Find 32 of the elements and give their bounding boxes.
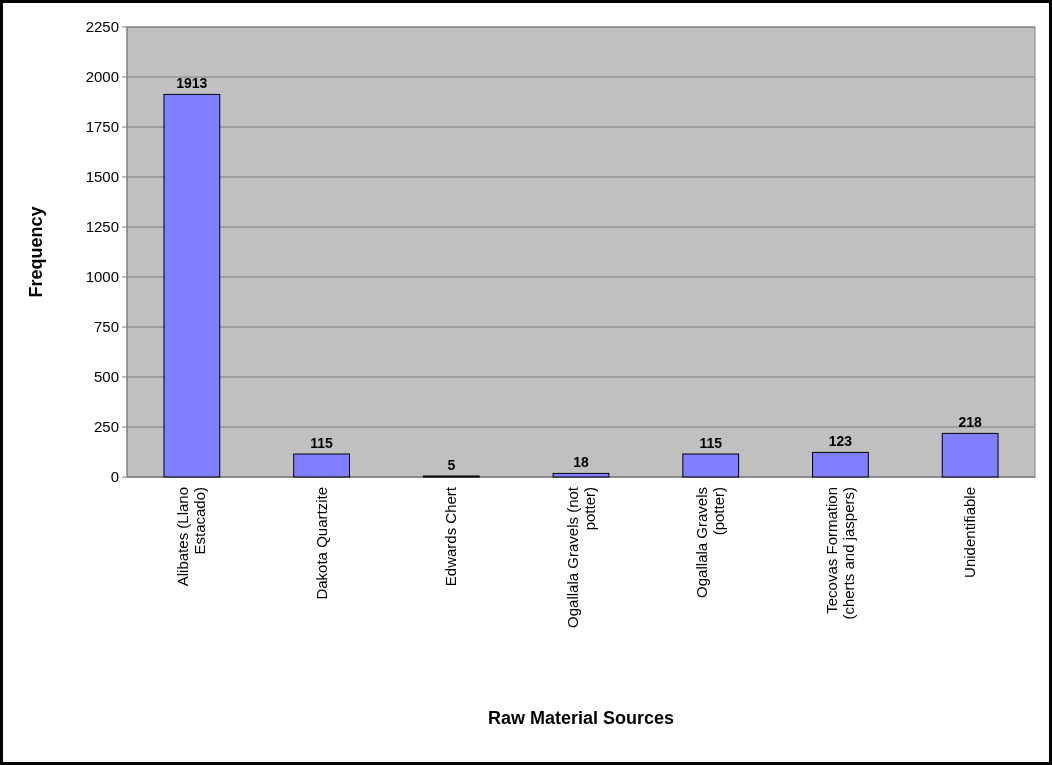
y-tick-label: 2000 xyxy=(85,68,119,86)
bar xyxy=(552,472,610,478)
bar xyxy=(682,453,740,478)
bar xyxy=(812,451,869,478)
data-label: 123 xyxy=(828,433,853,450)
x-tick-label: Ogallala Gravels (potter) xyxy=(693,487,728,598)
bar xyxy=(163,93,221,478)
data-label: 18 xyxy=(573,454,589,471)
x-tick-label: Unidentifiable xyxy=(961,487,979,578)
bar xyxy=(941,432,999,478)
x-tick-label: Ogallala Gravels (not potter) xyxy=(563,486,598,628)
y-tick-label: 0 xyxy=(110,468,119,486)
data-label: 5 xyxy=(447,457,456,473)
data-label: 1913 xyxy=(176,75,208,92)
y-tick-label: 1000 xyxy=(85,268,119,286)
x-axis-title: Raw Material Sources xyxy=(487,708,675,728)
x-tick-label: Tecovas Formation (cherts and jaspers) xyxy=(822,487,857,620)
y-tick-label: 1500 xyxy=(85,168,119,186)
x-tick-label: Edwards Chert xyxy=(442,486,460,587)
data-label: 115 xyxy=(699,435,723,451)
y-tick-label: 2250 xyxy=(85,18,119,36)
y-tick-label: 250 xyxy=(93,418,119,436)
bar xyxy=(293,453,350,478)
y-tick-label: 750 xyxy=(93,318,119,336)
x-tick-label: Dakota Quartzite xyxy=(312,487,330,600)
y-tick-label: 1750 xyxy=(85,118,119,136)
data-label: 115 xyxy=(310,435,334,451)
data-label: 218 xyxy=(958,414,983,431)
y-tick-label: 500 xyxy=(93,368,119,386)
y-tick-label: 1250 xyxy=(85,218,119,236)
y-axis-title: Frequency xyxy=(26,206,46,298)
x-tick-label: Alibates (Llano Estacado) xyxy=(174,487,209,587)
